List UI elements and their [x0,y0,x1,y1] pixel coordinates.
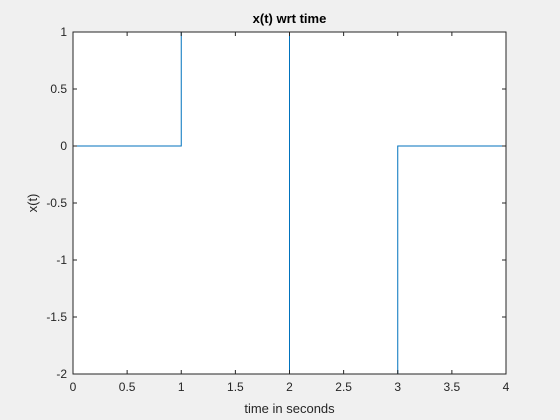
x-tick-label: 0 [70,380,77,394]
chart-title: x(t) wrt time [253,11,327,26]
y-tick-label: 1 [60,25,67,39]
x-tick-label: 2 [286,380,293,394]
y-tick-label: 0.5 [50,82,67,96]
x-tick-label: 4 [503,380,510,394]
y-tick-label: -1.5 [46,310,67,324]
y-tick-label: -2 [56,367,67,381]
y-axis-label: x(t) [25,194,40,213]
x-tick-label: 1.5 [227,380,244,394]
y-tick-label: -1 [56,253,67,267]
x-tick-label: 3 [394,380,401,394]
x-axis-label: time in seconds [244,401,335,416]
x-tick-label: 3.5 [444,380,461,394]
x-tick-label: 1 [178,380,185,394]
axes-box [72,31,507,375]
x-tick-label: 0.5 [119,380,136,394]
x-tick-label: 2.5 [335,380,352,394]
y-tick-label: 0 [60,139,67,153]
series-line [73,31,506,375]
y-tick-label: -0.5 [46,196,67,210]
